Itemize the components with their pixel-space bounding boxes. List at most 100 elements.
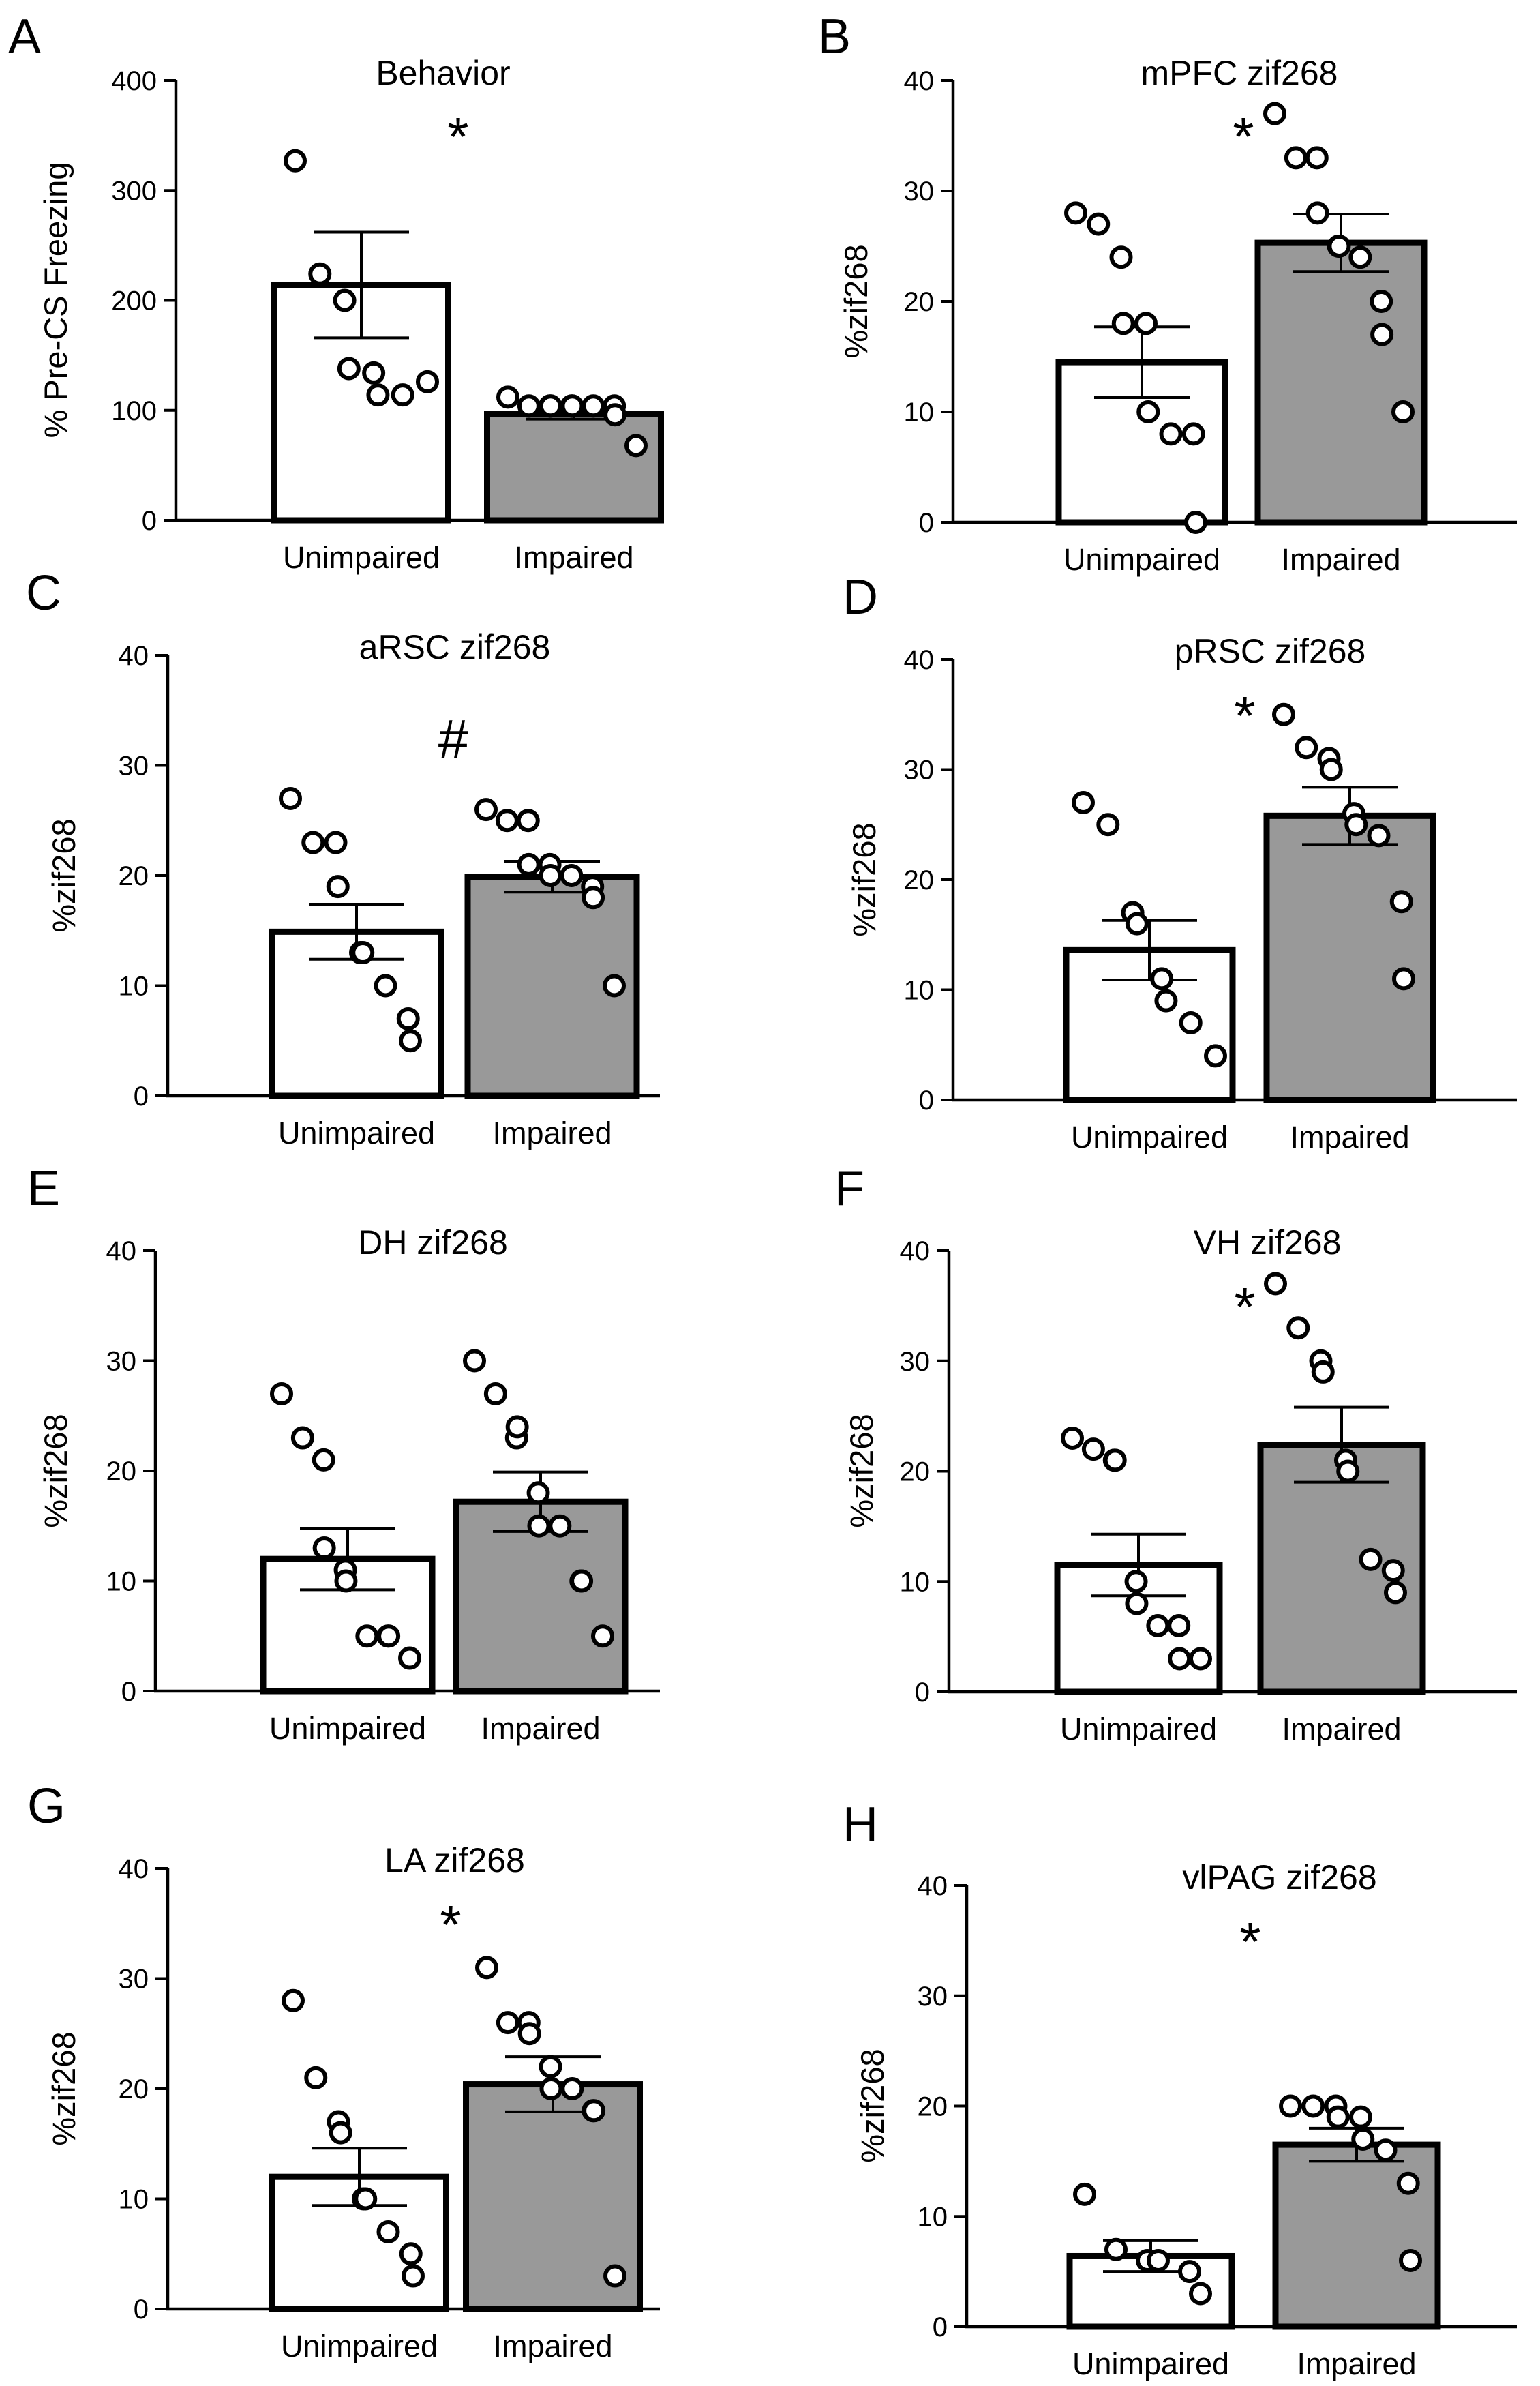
data-point (1073, 2182, 1096, 2206)
data-point (270, 1382, 293, 1405)
data-point (396, 1006, 420, 1030)
x-tick-label: Unimpaired (1063, 542, 1220, 577)
y-tick-label: 0 (933, 2312, 948, 2342)
data-point (463, 1349, 486, 1373)
data-point (290, 1426, 314, 1450)
y-tick-label: 300 (111, 176, 157, 206)
y-tick-label: 20 (904, 287, 935, 317)
y-tick-label: 200 (111, 286, 157, 316)
significance-marker: * (447, 106, 468, 167)
data-point (591, 1624, 614, 1648)
y-tick-label: 10 (119, 972, 149, 1002)
data-point (1146, 1613, 1170, 1637)
data-point (366, 383, 390, 407)
x-tick-label: Impaired (1290, 1120, 1409, 1154)
data-point (1374, 2138, 1398, 2162)
panel-g: G LA zif268 %zif268 0 10 20 30 40 Unimpaired Impa… (27, 1779, 660, 2363)
significance-marker: * (1234, 1277, 1255, 1337)
data-point (1147, 2248, 1170, 2272)
y-tick-label: 20 (904, 865, 935, 895)
y-tick-label: 30 (119, 751, 149, 781)
data-point (1264, 1272, 1287, 1296)
y-tick-label: 40 (904, 645, 935, 675)
data-point (570, 1569, 594, 1593)
data-point (376, 2220, 400, 2243)
y-axis-label: %zif268 (37, 1414, 74, 1527)
data-point (1284, 146, 1308, 170)
y-tick-label: 40 (918, 1871, 948, 1901)
x-tick-label: Impaired (493, 2329, 612, 2363)
data-point (603, 2264, 626, 2288)
data-point (1327, 235, 1351, 258)
data-point (1272, 702, 1295, 726)
data-point (1111, 312, 1135, 335)
panel-title: DH zif268 (358, 1223, 508, 1262)
data-point (402, 2264, 425, 2288)
panel-label: D (843, 570, 878, 625)
data-point (1109, 245, 1133, 269)
y-axis-label: %zif268 (843, 1414, 879, 1527)
data-point (496, 2011, 519, 2035)
y-tick-label: 30 (900, 1347, 931, 1377)
data-point (1370, 323, 1394, 346)
data-point (1392, 967, 1415, 991)
data-point (333, 288, 357, 312)
data-point (282, 1988, 305, 2012)
data-point (1305, 201, 1329, 225)
y-tick-label: 10 (904, 976, 935, 1006)
data-point (474, 798, 498, 822)
data-point (416, 370, 439, 393)
panel-e: E DH zif268 %zif268 0 10 20 30 40 Unimpaired Impa… (27, 1161, 660, 1746)
data-point (1384, 1581, 1407, 1605)
data-point (1189, 2282, 1212, 2306)
data-point (539, 2055, 562, 2078)
data-point (1389, 890, 1413, 914)
data-point (1154, 989, 1178, 1013)
y-tick-label: 0 (919, 508, 934, 538)
data-point (391, 383, 414, 407)
data-point (362, 361, 386, 385)
data-point (1159, 422, 1183, 446)
y-tick-label: 10 (119, 2185, 149, 2215)
y-tick-label: 20 (106, 1457, 137, 1487)
data-point (495, 809, 519, 833)
data-point (1087, 212, 1111, 236)
x-tick-label: Impaired (492, 1116, 612, 1150)
data-point (1081, 1437, 1105, 1461)
y-axis-label: %zif268 (854, 2048, 890, 2162)
data-point (526, 1481, 550, 1505)
significance-marker: * (1233, 106, 1254, 167)
data-point (1103, 1448, 1127, 1472)
data-point (496, 385, 519, 409)
data-point (1286, 1316, 1310, 1340)
data-point (1381, 1559, 1405, 1583)
x-tick-label: Unimpaired (283, 540, 440, 575)
data-point (1168, 1647, 1192, 1671)
data-point (1189, 1647, 1212, 1671)
data-point (560, 394, 584, 418)
data-point (517, 2022, 541, 2046)
data-point (548, 1514, 572, 1538)
y-tick-label: 0 (915, 1677, 930, 1708)
y-tick-label: 0 (121, 1677, 136, 1707)
data-point (399, 2242, 423, 2266)
y-tick-label: 30 (106, 1347, 137, 1377)
data-point (505, 1415, 529, 1439)
data-point (284, 149, 307, 173)
data-point (1125, 912, 1149, 936)
data-point (354, 2187, 378, 2211)
data-point (603, 974, 626, 998)
bar-impaired (1263, 812, 1436, 1103)
bar-impaired (1272, 2141, 1441, 2330)
x-tick-label: Impaired (481, 1711, 600, 1746)
data-point (301, 831, 325, 854)
y-tick-label: 0 (919, 1086, 934, 1116)
data-point (329, 2121, 352, 2145)
data-point (1344, 813, 1368, 837)
y-tick-label: 100 (111, 396, 157, 426)
data-point (312, 1448, 335, 1472)
y-tick-label: 10 (106, 1567, 137, 1597)
